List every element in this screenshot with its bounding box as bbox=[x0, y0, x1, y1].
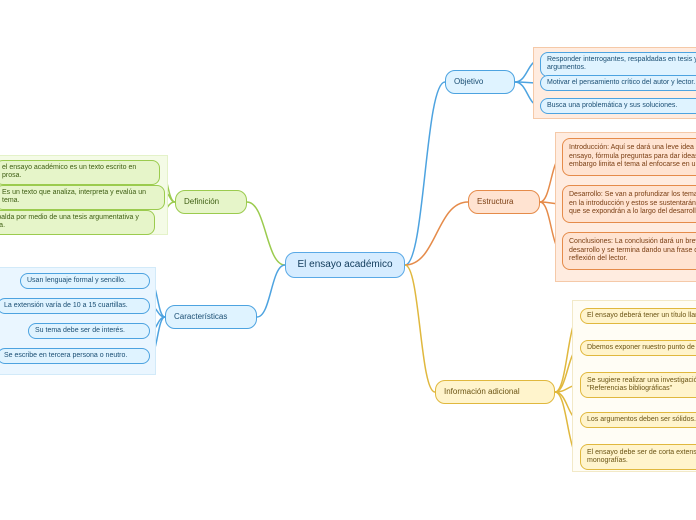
leaf-definicion-2: Se respalda por medio de una tesis argum… bbox=[0, 210, 155, 235]
leaf-caracteristicas-2: Su tema debe ser de interés. bbox=[28, 323, 150, 339]
leaf-estructura-2: Conclusiones: La conclusión dará un brev… bbox=[562, 232, 696, 270]
leaf-estructura-0: Introducción: Aquí se dará una leve idea… bbox=[562, 138, 696, 176]
branch-objetivo: Objetivo bbox=[445, 70, 515, 94]
branch-estructura: Estructura bbox=[468, 190, 540, 214]
leaf-estructura-1: Desarrollo: Se van a profundizar los tem… bbox=[562, 185, 696, 223]
leaf-info-4: El ensayo debe ser de corta extensión pa… bbox=[580, 444, 696, 470]
leaf-caracteristicas-3: Se escribe en tercera persona o neutro. bbox=[0, 348, 150, 364]
branch-definicion: Definición bbox=[175, 190, 247, 214]
leaf-caracteristicas-0: Usan lenguaje formal y sencillo. bbox=[20, 273, 150, 289]
branch-caracteristicas: Características bbox=[165, 305, 257, 329]
leaf-info-2: Se sugiere realizar una investigación y … bbox=[580, 372, 696, 398]
leaf-info-3: Los argumentos deben ser sólidos. bbox=[580, 412, 696, 428]
leaf-info-1: Dbemos exponer nuestro punto de vista bbox=[580, 340, 696, 356]
leaf-definicion-0: el ensayo académico es un texto escrito … bbox=[0, 160, 160, 185]
leaf-objetivo-2: Busca una problemática y sus soluciones. bbox=[540, 98, 696, 114]
leaf-objetivo-1: Motivar el pensamiento crítico del autor… bbox=[540, 75, 696, 91]
leaf-objetivo-0: Responder interrogantes, respaldadas en … bbox=[540, 52, 696, 77]
branch-info: Información adicional bbox=[435, 380, 555, 404]
leaf-definicion-1: Es un texto que analiza, interpreta y ev… bbox=[0, 185, 165, 210]
leaf-info-0: El ensayo deberá tener un título llamati… bbox=[580, 308, 696, 324]
leaf-caracteristicas-1: La extensión varía de 10 a 15 cuartillas… bbox=[0, 298, 150, 314]
central-node: El ensayo académico bbox=[285, 252, 405, 278]
